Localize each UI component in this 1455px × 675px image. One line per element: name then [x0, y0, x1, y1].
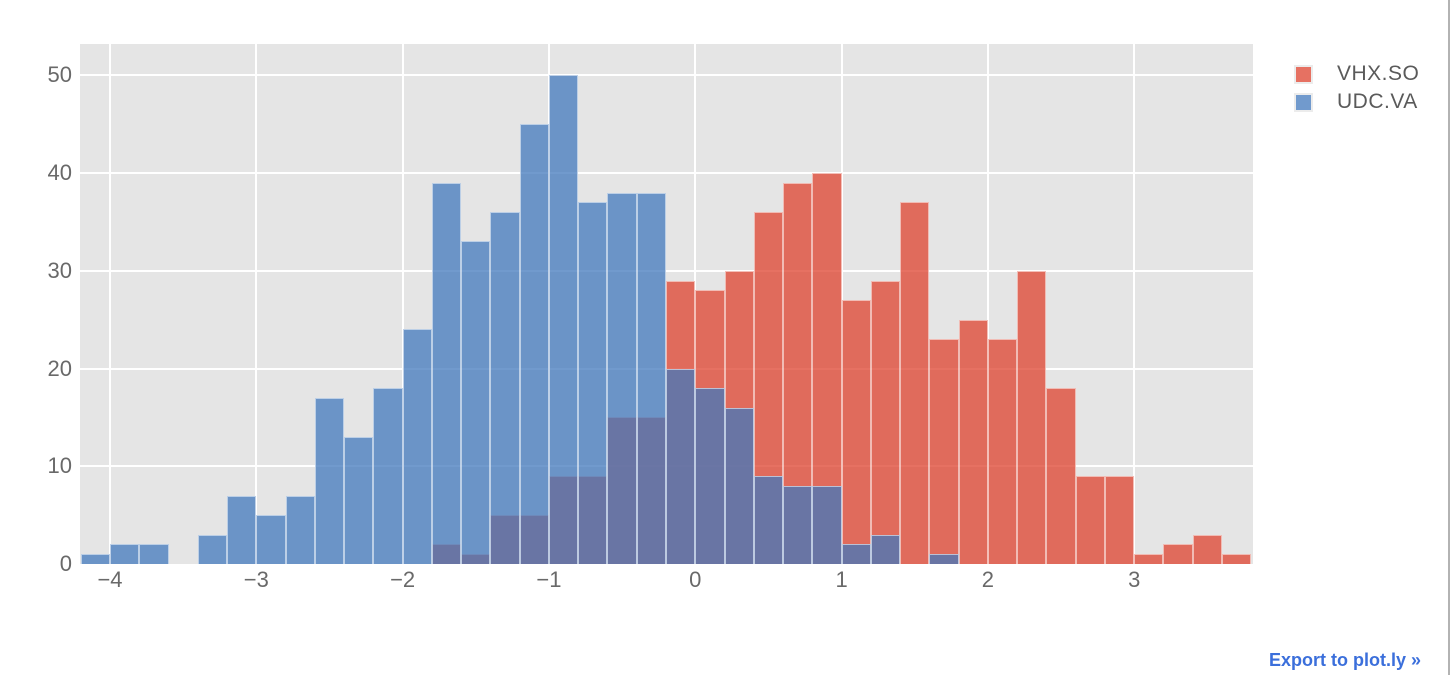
udc-va-bar[interactable]	[841, 544, 871, 564]
vhx-so-bar[interactable]	[1221, 554, 1252, 564]
legend: VHX.SO UDC.VA	[1294, 60, 1419, 116]
legend-label: VHX.SO	[1337, 62, 1420, 85]
gridline-x	[401, 44, 404, 564]
udc-va-bar[interactable]	[139, 544, 169, 564]
gridline-y	[80, 74, 1253, 77]
udc-va-bar[interactable]	[578, 202, 608, 564]
udc-va-bar[interactable]	[197, 534, 228, 564]
frame-right-border	[1448, 0, 1450, 675]
udc-va-bar[interactable]	[665, 368, 696, 564]
udc-va-bar[interactable]	[548, 75, 579, 564]
blue-swatch-icon	[1294, 92, 1313, 112]
vhx-so-bar[interactable]	[1192, 534, 1222, 564]
legend-item-udc-va[interactable]: UDC.VA	[1294, 88, 1419, 116]
x-axis-tick-label: 2	[981, 567, 994, 592]
udc-va-bar[interactable]	[109, 544, 140, 564]
udc-va-bar[interactable]	[695, 388, 725, 564]
udc-va-bar[interactable]	[344, 436, 374, 564]
legend-item-vhx-so[interactable]: VHX.SO	[1294, 60, 1419, 88]
udc-va-bar[interactable]	[227, 495, 257, 564]
vhx-so-bar[interactable]	[1017, 270, 1047, 564]
udc-va-bar[interactable]	[724, 407, 754, 564]
vhx-so-bar[interactable]	[870, 280, 901, 564]
plot-area	[80, 44, 1253, 564]
udc-va-bar[interactable]	[314, 397, 345, 564]
vhx-so-bar[interactable]	[958, 319, 988, 564]
udc-va-bar[interactable]	[402, 329, 432, 564]
y-axis-tick-label: 40	[47, 160, 72, 186]
x-axis-tick-label: −2	[390, 567, 416, 592]
gridline-x	[1133, 44, 1136, 564]
gridline-x	[986, 44, 989, 564]
red-swatch-icon	[1294, 64, 1313, 84]
udc-va-bar[interactable]	[285, 495, 315, 564]
udc-va-bar[interactable]	[431, 182, 462, 564]
udc-va-bar[interactable]	[373, 388, 403, 564]
x-axis-tick-label: 3	[1128, 567, 1141, 592]
udc-va-bar[interactable]	[929, 554, 959, 564]
udc-va-bar[interactable]	[636, 192, 666, 564]
vhx-so-bar[interactable]	[1046, 388, 1076, 564]
legend-label: UDC.VA	[1337, 90, 1418, 113]
vhx-so-bar[interactable]	[929, 339, 959, 564]
vhx-so-bar[interactable]	[900, 202, 930, 564]
y-axis-tick-label: 0	[59, 551, 72, 576]
udc-va-bar[interactable]	[461, 241, 491, 564]
udc-va-layer	[80, 44, 1253, 564]
udc-va-bar[interactable]	[490, 212, 520, 564]
x-axis-tick-label: −4	[97, 567, 123, 592]
vhx-so-bar[interactable]	[1104, 476, 1135, 564]
vhx-so-bar[interactable]	[841, 300, 871, 564]
udc-va-bar[interactable]	[783, 485, 813, 564]
vhx-so-bar[interactable]	[1134, 554, 1164, 564]
gridline-x	[255, 44, 258, 564]
udc-va-bar[interactable]	[256, 515, 286, 564]
y-axis-tick-label: 30	[47, 257, 72, 283]
udc-va-bar[interactable]	[812, 485, 842, 564]
vhx-so-bar[interactable]	[987, 339, 1018, 564]
x-axis-tick-label: −1	[536, 567, 562, 592]
udc-va-bar[interactable]	[870, 534, 901, 564]
udc-va-bar[interactable]	[753, 476, 784, 564]
vhx-so-bar[interactable]	[1163, 544, 1193, 564]
udc-va-bar[interactable]	[607, 192, 637, 564]
udc-va-bar[interactable]	[519, 124, 549, 564]
gridline-y	[80, 172, 1253, 175]
x-axis-tick-label: −3	[243, 567, 269, 592]
x-axis-tick-label: 0	[689, 567, 702, 592]
y-axis-tick-label: 20	[47, 355, 72, 381]
export-link[interactable]: Export to plot.ly »	[1268, 650, 1421, 670]
gridline-y	[80, 269, 1253, 272]
x-axis-tick-label: 1	[835, 567, 848, 592]
gridline-x	[108, 44, 111, 564]
udc-va-bar[interactable]	[80, 554, 110, 564]
y-axis-tick-label: 50	[47, 62, 72, 88]
vhx-so-bar[interactable]	[1075, 476, 1105, 564]
y-axis-tick-label: 10	[47, 453, 72, 479]
